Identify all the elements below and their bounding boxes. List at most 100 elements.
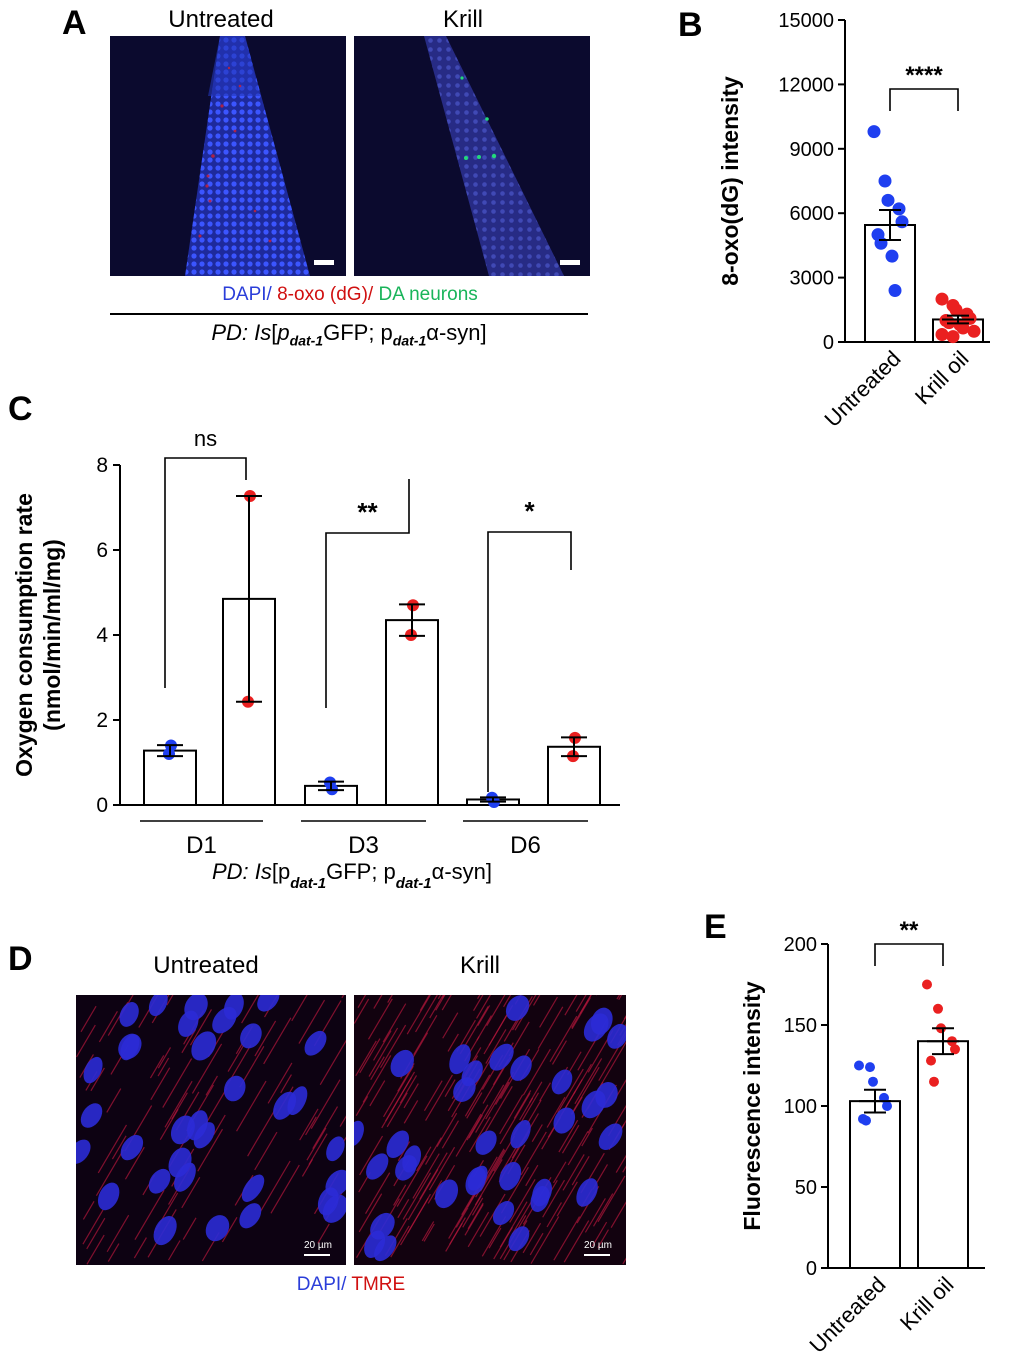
panel-b-letter: B: [678, 6, 703, 44]
tmre-signal: [298, 999, 326, 1044]
tmre-signal: [191, 1043, 223, 1094]
tmre-signal: [519, 1097, 534, 1121]
legend-da-neurons: DA neurons: [373, 284, 478, 305]
data-point: [926, 1055, 936, 1066]
panel-e-letter: E: [704, 908, 727, 946]
tmre-signal: [339, 1115, 346, 1127]
tmre-signal: [493, 1227, 513, 1260]
data-point: [949, 303, 963, 317]
tmre-signal: [97, 1124, 128, 1174]
tmre-signal: [476, 1015, 492, 1041]
tmre-signal: [563, 1220, 590, 1263]
nucleus: [553, 1107, 576, 1134]
tmre-signal: [499, 1092, 531, 1145]
data-point: [882, 1101, 892, 1111]
data-point: [881, 193, 895, 207]
tmre-signal: [622, 1257, 626, 1265]
significance-bracket: [487, 531, 572, 792]
tmre-signal: [441, 995, 445, 999]
tmre-signal: [181, 1029, 197, 1054]
tmre-signal: [365, 1172, 391, 1215]
tmre-signal: [82, 1200, 95, 1220]
tmre-signal: [167, 1240, 181, 1261]
nucleus: [510, 1120, 531, 1149]
tmre-signal: [556, 1181, 578, 1217]
tmre-signal: [444, 1079, 456, 1097]
nucleus: [119, 1002, 139, 1027]
y-tick-label: 8: [96, 454, 108, 477]
nucleus: [170, 1115, 195, 1145]
tmre-signal: [522, 1222, 542, 1254]
tmre-signal: [571, 995, 592, 1029]
tmre-signal: [107, 1243, 120, 1262]
data-point: [865, 1062, 875, 1073]
tmre-signal: [413, 1015, 438, 1055]
tmre-signal: [106, 1214, 130, 1253]
tmre-signal: [416, 1146, 432, 1172]
tmre-signal: [86, 1217, 106, 1250]
nucleus: [80, 1103, 103, 1128]
tmre-signal: [570, 1066, 600, 1115]
data-point: [929, 1076, 939, 1087]
tmre-signal: [359, 1135, 384, 1176]
tmre-signal: [429, 995, 444, 1019]
tmre-signal: [247, 1108, 277, 1157]
tmre-signal: [227, 1044, 245, 1072]
data-point: [935, 292, 949, 306]
tmre-signal: [386, 1092, 408, 1128]
nucleus: [532, 1178, 553, 1207]
x-group-label: D1: [186, 832, 217, 859]
tmre-signal: [503, 995, 512, 1008]
tmre-signal: [98, 1011, 118, 1043]
tmre-signal: [593, 1193, 614, 1227]
tmre-signal: [597, 1175, 626, 1223]
tmre-signal: [221, 1216, 238, 1243]
tmre-signal: [483, 1086, 513, 1135]
tmre-signal: [310, 1079, 341, 1129]
tmre-signal: [301, 1159, 313, 1177]
panel-a-micrograph-untreated: [110, 36, 346, 276]
y-tick-label: 6000: [790, 203, 835, 225]
tmre-signal: [80, 1005, 97, 1033]
nucleus: [402, 1145, 422, 1173]
tmre-signal: [574, 1058, 603, 1105]
tmre-signal: [415, 995, 438, 1033]
data-point: [950, 1044, 960, 1055]
tmre-signal: [423, 1223, 435, 1242]
legend-tmre: TMRE: [346, 1274, 406, 1295]
y-tick-label: 150: [784, 1015, 817, 1037]
tmre-signal: [549, 1015, 578, 1062]
scalebar-icon: [584, 1254, 610, 1256]
y-tick-label: 12000: [778, 74, 834, 96]
nucleus: [467, 1165, 488, 1191]
tmre-signal: [476, 995, 492, 1019]
data-point: [885, 249, 899, 263]
nucleus: [607, 1023, 626, 1049]
tmre-signal: [464, 1204, 484, 1236]
tmre-signal: [341, 1136, 346, 1144]
y-tick-label: 4: [96, 624, 108, 647]
nucleus: [492, 1201, 515, 1226]
tmre-signal: [241, 995, 259, 1024]
tmre-signal: [475, 1084, 505, 1133]
tmre-signal: [591, 1221, 608, 1247]
panel-d-micrograph-krill: 20 µm: [354, 995, 626, 1265]
significance-bracket: [325, 479, 410, 708]
tmre-signal: [387, 995, 393, 1003]
tmre-signal: [488, 1227, 502, 1249]
tmre-signal: [479, 1193, 506, 1237]
tmre-signal: [319, 1039, 346, 1086]
data-point: [935, 327, 949, 341]
nucleus: [581, 1090, 606, 1119]
tmre-signal: [597, 1229, 609, 1248]
y-axis-title: 8-oxo(dG) intensity: [717, 76, 743, 286]
tmre-signal: [76, 1024, 96, 1058]
tmre-signal: [383, 1065, 414, 1118]
tmre-signal: [95, 1149, 124, 1196]
tmre-signal: [397, 1199, 410, 1219]
panel-d-title-untreated: Untreated: [153, 952, 259, 979]
tmre-signal: [369, 1080, 386, 1107]
tmre-signal: [421, 1221, 435, 1242]
tmre-signal: [561, 1124, 580, 1154]
tmre-signal: [406, 995, 431, 1035]
